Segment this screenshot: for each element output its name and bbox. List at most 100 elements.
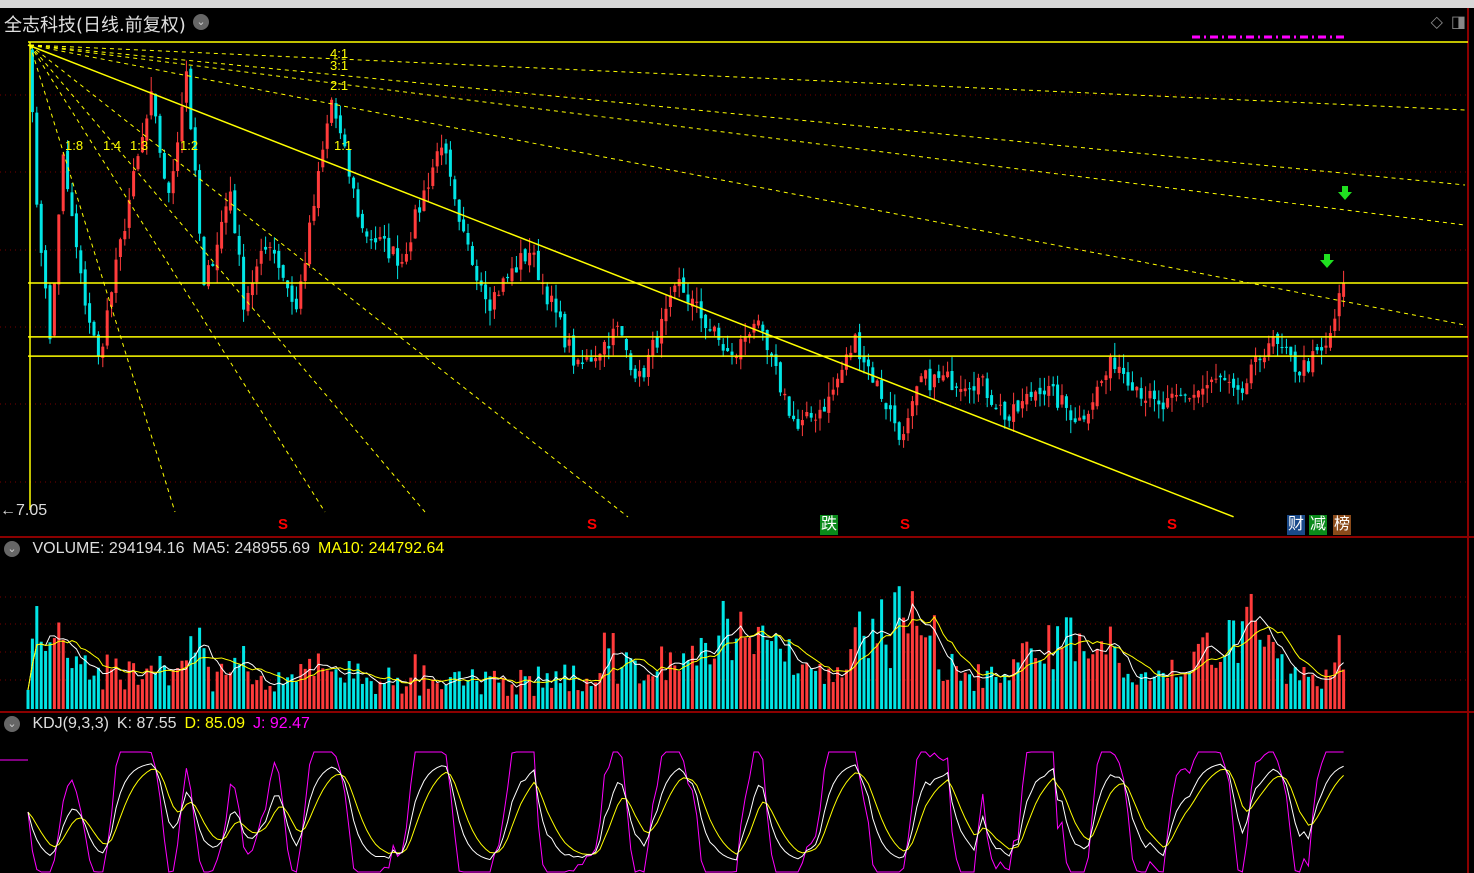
volume-bar (761, 625, 765, 709)
gann-label: 2:1 (330, 78, 348, 93)
volume-bar (1284, 683, 1288, 709)
candle-body (1161, 402, 1165, 410)
kdj-legend: ⌄ KDJ(9,3,3) K: 87.55 D: 85.09 J: 92.47 (4, 715, 318, 733)
volume-bar (633, 660, 637, 709)
candle-body (1003, 401, 1007, 420)
candle-body (167, 182, 171, 193)
candle-body (765, 329, 769, 351)
volume-bar (1218, 661, 1222, 709)
price-axis-label: ←7.05 (0, 502, 48, 519)
candle-body (48, 285, 52, 340)
volume-bar (264, 689, 268, 709)
candle-body (928, 368, 932, 391)
volume-bar (1135, 684, 1139, 709)
candle-body (396, 248, 400, 266)
candle-body (624, 339, 628, 351)
candle-body (932, 374, 936, 388)
s-marker[interactable]: S (1167, 516, 1178, 533)
volume-bar (171, 670, 175, 709)
volume-bar (1170, 659, 1174, 709)
candle-body (1078, 417, 1082, 421)
candle-body (44, 250, 48, 289)
volume-bar (708, 664, 712, 709)
candle-body (1117, 366, 1121, 373)
candle-body (83, 269, 87, 306)
candle-body (334, 103, 338, 119)
volume-bar (286, 677, 290, 709)
volume-bar (57, 622, 61, 709)
volume-bar (695, 665, 699, 709)
volume-bar (946, 679, 950, 709)
drop-badge[interactable]: 跌 (820, 515, 839, 535)
candle-body (132, 171, 136, 197)
gann-label: 1:2 (180, 138, 198, 153)
volume-bar (1025, 641, 1029, 709)
volume-bar (140, 679, 144, 709)
volume-bar (1034, 658, 1038, 709)
candle-body (1042, 390, 1046, 395)
candle-body (198, 170, 202, 234)
volume-bar (1073, 661, 1077, 709)
candle-body (717, 327, 721, 340)
candle-body (946, 371, 950, 378)
volume-bar (1227, 620, 1231, 709)
candle-body (726, 348, 730, 352)
candle-body (413, 209, 417, 239)
candle-body (462, 219, 466, 232)
candle-body (1218, 375, 1222, 378)
candle-body (554, 298, 558, 313)
volume-bar (396, 677, 400, 709)
volume-legend: ⌄ VOLUME: 294194.16 MA5: 248955.69 MA10: 2… (4, 540, 452, 558)
candle-body (92, 321, 96, 336)
ranking-badge[interactable]: 榜 (1333, 515, 1352, 535)
volume-dropdown-icon[interactable]: ⌄ (4, 540, 20, 557)
volume-bar (211, 691, 215, 709)
candle-body (712, 326, 716, 332)
volume-bar (642, 680, 646, 709)
volume-bar (259, 675, 263, 709)
candle-body (237, 235, 241, 255)
volume-bar (765, 639, 769, 709)
volume-bar (1320, 688, 1324, 709)
volume-bar (343, 682, 347, 709)
candle-body (1029, 391, 1033, 397)
candle-body (259, 250, 263, 264)
diamond-icon[interactable]: ◇ (1430, 14, 1443, 31)
candle-body (1293, 351, 1297, 372)
s-marker[interactable]: S (900, 516, 911, 533)
candle-body (1086, 413, 1090, 424)
volume-bar (378, 681, 382, 709)
volume-bar (1003, 674, 1007, 709)
candle-body (1126, 372, 1130, 386)
volume-bar (717, 635, 721, 709)
reduce-badge[interactable]: 减 (1309, 515, 1328, 535)
volume-bar (770, 641, 774, 709)
s-marker[interactable]: S (587, 516, 598, 533)
volume-bar (536, 666, 540, 709)
kdj-dropdown-icon[interactable]: ⌄ (4, 715, 20, 732)
volume-bar (374, 693, 378, 709)
volume-bar (1188, 671, 1192, 709)
volume-bar (206, 666, 210, 709)
volume-bar (145, 668, 149, 709)
volume-bar (550, 687, 554, 709)
volume-bar (1130, 682, 1134, 709)
candle-body (809, 412, 813, 418)
candle-body (105, 310, 109, 346)
panel-toggle-icon[interactable]: ◨ (1450, 14, 1466, 31)
volume-bar (726, 618, 730, 709)
volume-bar (1328, 676, 1332, 709)
s-marker[interactable]: S (278, 516, 289, 533)
window-top-bar (0, 0, 1474, 8)
title-dropdown-icon[interactable]: ⌄ (193, 14, 209, 30)
volume-bar (158, 655, 162, 709)
volume-bar (567, 691, 571, 709)
candle-body (1020, 401, 1024, 409)
volume-bar (937, 669, 941, 709)
candle-body (1324, 345, 1328, 348)
finance-badge[interactable]: 财 (1287, 515, 1306, 535)
volume-bar (1047, 625, 1051, 709)
candle-body (660, 318, 664, 344)
candle-body (378, 237, 382, 240)
